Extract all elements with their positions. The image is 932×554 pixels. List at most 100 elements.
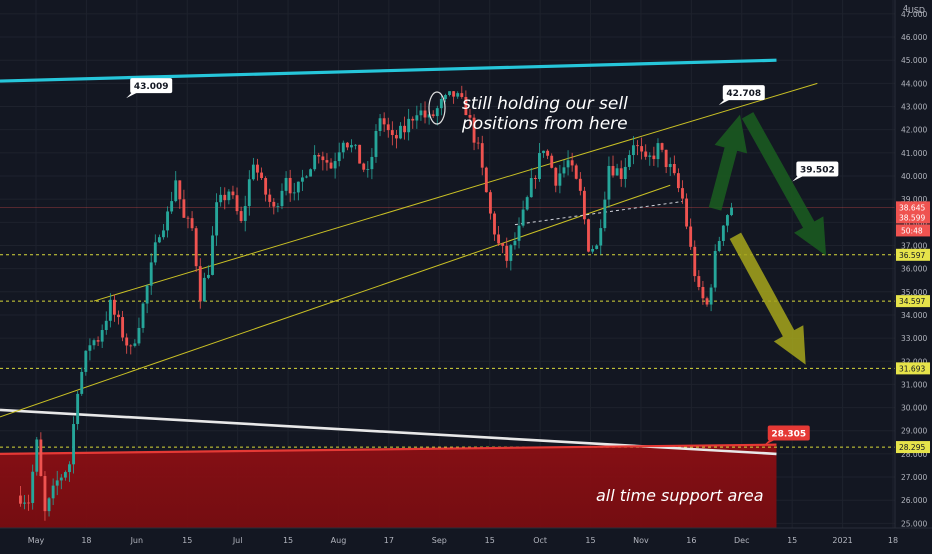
candle-body[interactable] [619,168,623,179]
candle-body[interactable] [264,178,268,195]
candle-body[interactable] [632,145,635,156]
series-price-badge[interactable] [896,211,930,224]
candle-body[interactable] [96,340,100,342]
candle-body[interactable] [23,502,26,504]
candle-body[interactable] [591,248,595,252]
candle-body[interactable] [333,161,337,169]
candle-body[interactable] [231,191,235,196]
green-down-arrow[interactable] [741,112,827,256]
candle-body[interactable] [276,206,280,207]
neckline-line[interactable] [514,200,683,226]
candle-body[interactable] [390,130,394,136]
candle-body[interactable] [439,98,443,109]
candle-body[interactable] [313,154,317,170]
candle-body[interactable] [19,495,22,504]
candle-body[interactable] [411,118,415,121]
candle-body[interactable] [219,194,223,203]
candle-body[interactable] [63,472,67,478]
candle-body[interactable] [141,303,145,328]
candle-body[interactable] [505,245,509,261]
channel-bottom-line[interactable] [0,184,671,418]
candle-body[interactable] [480,143,484,168]
candle-body[interactable] [656,143,660,160]
candle-body[interactable] [194,228,198,267]
candle-body[interactable] [623,166,627,179]
candle-body[interactable] [542,150,545,154]
candle-body[interactable] [243,206,247,221]
candle-body[interactable] [444,95,447,99]
candle-body[interactable] [513,240,517,246]
candle-body[interactable] [305,176,308,178]
label-43009[interactable]: 43.009 [126,78,173,99]
candle-body[interactable] [382,118,386,125]
candle-body[interactable] [415,115,419,121]
candle-body[interactable] [484,167,488,193]
candle-body[interactable] [39,439,43,476]
candle-body[interactable] [538,153,541,179]
candle-body[interactable] [599,228,603,246]
candle-body[interactable] [280,190,284,207]
candle-body[interactable] [125,337,129,346]
candle-body[interactable] [350,145,353,148]
candle-body[interactable] [460,93,464,97]
support-area-edge-line[interactable] [0,443,777,455]
candle-body[interactable] [84,350,88,372]
candle-body[interactable] [51,485,55,499]
candle-body[interactable] [488,192,492,214]
candle-body[interactable] [59,477,63,481]
candle-body[interactable] [43,475,47,512]
candle-body[interactable] [162,230,165,238]
label-28305[interactable]: 28.305 [763,425,810,446]
candle-body[interactable] [170,201,174,212]
candle-body[interactable] [550,155,554,168]
candle-body[interactable] [300,177,304,182]
candle-body[interactable] [627,155,631,167]
candle-body[interactable] [582,190,586,220]
candle-body[interactable] [562,167,566,174]
candle-body[interactable] [341,142,345,153]
candle-body[interactable] [472,117,476,143]
candle-body[interactable] [705,298,709,305]
candle-body[interactable] [644,151,648,157]
candle-body[interactable] [190,218,194,229]
candle-body[interactable] [566,160,570,168]
candle-body[interactable] [129,345,133,347]
candle-body[interactable] [676,173,680,189]
candle-body[interactable] [366,169,370,170]
candle-body[interactable] [157,237,161,243]
candle-body[interactable] [611,166,615,176]
candle-body[interactable] [423,110,427,118]
candle-body[interactable] [272,201,276,207]
candle-body[interactable] [595,245,599,249]
candle-body[interactable] [509,245,513,261]
candle-body[interactable] [166,211,169,231]
candle-body[interactable] [68,464,71,473]
candle-body[interactable] [72,424,75,465]
candle-body[interactable] [456,93,460,97]
candle-body[interactable] [174,180,178,202]
candle-body[interactable] [468,115,472,118]
candle-body[interactable] [202,277,206,302]
candle-body[interactable] [296,181,300,193]
candle-body[interactable] [145,285,149,304]
candle-body[interactable] [730,207,733,216]
candle-body[interactable] [587,219,590,252]
candle-body[interactable] [603,199,607,229]
candle-body[interactable] [35,439,39,472]
candle-body[interactable] [117,314,120,318]
candle-body[interactable] [182,199,186,218]
candle-body[interactable] [721,225,725,242]
candle-body[interactable] [640,146,644,152]
candle-body[interactable] [153,242,157,263]
candle-body[interactable] [211,235,214,275]
candle-body[interactable] [92,340,96,346]
candle-body[interactable] [358,144,362,164]
candle-body[interactable] [394,135,398,139]
candle-body[interactable] [648,155,652,157]
candle-body[interactable] [55,480,59,486]
candle-body[interactable] [362,163,366,170]
candle-body[interactable] [672,163,676,174]
candle-body[interactable] [660,143,664,150]
